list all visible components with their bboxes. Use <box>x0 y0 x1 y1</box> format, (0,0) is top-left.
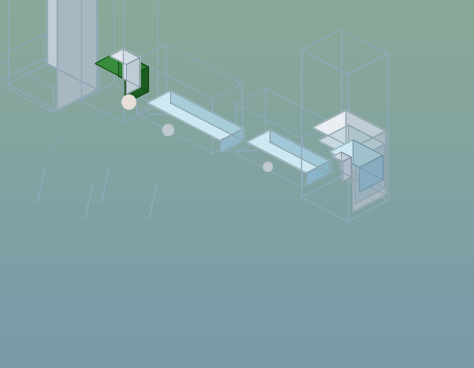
Polygon shape <box>353 140 383 180</box>
Bar <box>0 350 474 368</box>
Polygon shape <box>346 110 386 195</box>
Polygon shape <box>319 125 385 159</box>
Bar <box>0 239 474 258</box>
Bar <box>0 147 474 166</box>
Bar <box>0 129 474 147</box>
Polygon shape <box>125 67 148 103</box>
Polygon shape <box>110 49 140 64</box>
Bar <box>0 55 474 74</box>
Polygon shape <box>307 161 330 185</box>
Bar <box>0 166 474 184</box>
Polygon shape <box>123 49 140 87</box>
Polygon shape <box>95 52 148 79</box>
Polygon shape <box>47 0 97 89</box>
Polygon shape <box>343 157 351 181</box>
Polygon shape <box>118 52 148 92</box>
Circle shape <box>163 124 174 136</box>
Polygon shape <box>127 58 140 94</box>
Bar <box>0 0 474 18</box>
Circle shape <box>263 162 273 172</box>
Bar <box>0 37 474 55</box>
Bar <box>0 294 474 313</box>
Circle shape <box>122 95 136 109</box>
Polygon shape <box>333 152 351 162</box>
Polygon shape <box>247 130 330 173</box>
Polygon shape <box>355 144 385 204</box>
Bar <box>0 92 474 110</box>
Polygon shape <box>360 155 383 192</box>
Bar <box>0 110 474 129</box>
Polygon shape <box>171 91 244 141</box>
Polygon shape <box>270 130 330 173</box>
Polygon shape <box>348 125 385 188</box>
Bar <box>0 331 474 350</box>
Polygon shape <box>147 91 244 141</box>
Bar <box>0 184 474 202</box>
Bar <box>0 74 474 92</box>
Polygon shape <box>57 0 97 110</box>
Bar <box>0 18 474 37</box>
Bar <box>0 276 474 294</box>
Bar <box>0 258 474 276</box>
Polygon shape <box>353 131 386 212</box>
Polygon shape <box>220 128 244 153</box>
Polygon shape <box>341 152 351 177</box>
Polygon shape <box>330 140 383 167</box>
Bar <box>0 313 474 331</box>
Bar <box>0 221 474 239</box>
Bar <box>0 202 474 221</box>
Polygon shape <box>313 110 386 148</box>
